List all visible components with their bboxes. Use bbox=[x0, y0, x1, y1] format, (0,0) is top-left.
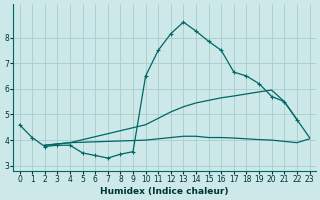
X-axis label: Humidex (Indice chaleur): Humidex (Indice chaleur) bbox=[100, 187, 229, 196]
